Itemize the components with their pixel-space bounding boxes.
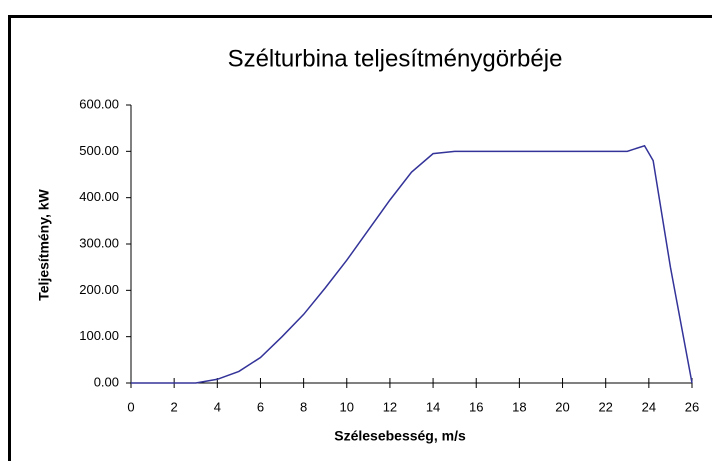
chart-title: Szélturbina teljesítménygörbéje <box>228 45 563 72</box>
y-tick-label: 400.00 <box>79 189 119 204</box>
x-tick-label: 18 <box>512 399 526 414</box>
x-tick-label: 16 <box>469 399 483 414</box>
y-tick-label: 0.00 <box>94 374 119 389</box>
x-tick-label: 24 <box>642 399 656 414</box>
x-tick-label: 10 <box>340 399 354 414</box>
x-tick-label: 26 <box>685 399 699 414</box>
y-axis-label: Teljesítmény, kW <box>36 188 52 300</box>
x-tick-label: 2 <box>171 399 178 414</box>
y-tick-label: 100.00 <box>79 328 119 343</box>
y-tick-label: 200.00 <box>79 282 119 297</box>
x-tick-label: 6 <box>257 399 264 414</box>
y-tick-label: 500.00 <box>79 143 119 158</box>
x-tick-label: 20 <box>555 399 569 414</box>
x-axis-label: Szélesebesség, m/s <box>334 428 466 444</box>
y-tick-label: 300.00 <box>79 235 119 250</box>
x-tick-label: 14 <box>426 399 440 414</box>
x-tick-label: 0 <box>127 399 134 414</box>
x-tick-label: 12 <box>383 399 397 414</box>
x-tick-label: 22 <box>598 399 612 414</box>
x-tick-label: 4 <box>214 399 221 414</box>
y-tick-label: 600.00 <box>79 96 119 111</box>
x-tick-label: 8 <box>300 399 307 414</box>
